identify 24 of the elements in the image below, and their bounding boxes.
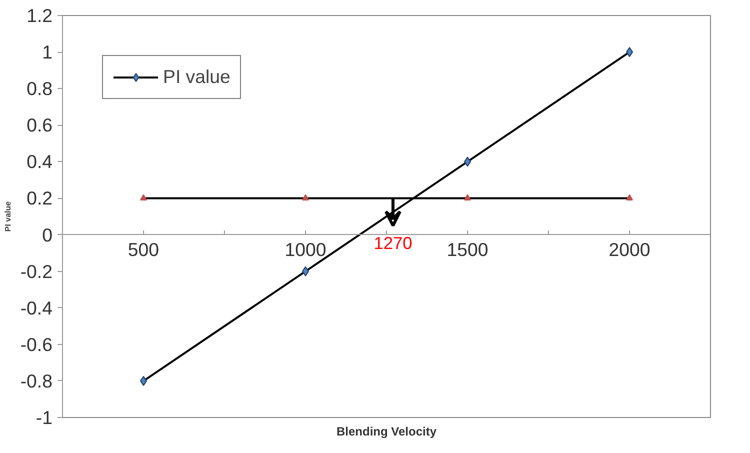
y-tick-label: 0.2 bbox=[26, 188, 53, 209]
y-tick-label: 0.8 bbox=[26, 78, 53, 100]
x-tick-label: 2000 bbox=[608, 238, 650, 260]
annotation: 1270 bbox=[374, 232, 412, 253]
point bbox=[140, 194, 147, 200]
y-tick-label: 1 bbox=[42, 42, 53, 63]
y-axis-title: PI value bbox=[3, 200, 12, 232]
point bbox=[626, 194, 633, 200]
x-axis-title: Blending Velocity bbox=[336, 424, 437, 438]
x-tick-label: 500 bbox=[128, 238, 160, 260]
y-tick-label: -0.4 bbox=[20, 297, 53, 318]
point bbox=[302, 194, 309, 200]
y-tick-label: -0.6 bbox=[20, 334, 53, 355]
legend-label: PI value bbox=[163, 66, 230, 88]
x-tick-label: 1000 bbox=[284, 238, 326, 260]
x-tick-label: 1500 bbox=[446, 238, 488, 260]
y-tick-label: 1.2 bbox=[26, 5, 53, 26]
y-tick-label: -0.8 bbox=[20, 370, 53, 392]
y-tick-label: 0 bbox=[42, 224, 53, 246]
point bbox=[464, 194, 471, 200]
y-tick-label: -1 bbox=[36, 407, 53, 428]
y-tick-label: 0.6 bbox=[26, 114, 53, 136]
y-tick-label: -0.2 bbox=[20, 260, 53, 282]
y-tick-label: 0.4 bbox=[26, 151, 53, 172]
